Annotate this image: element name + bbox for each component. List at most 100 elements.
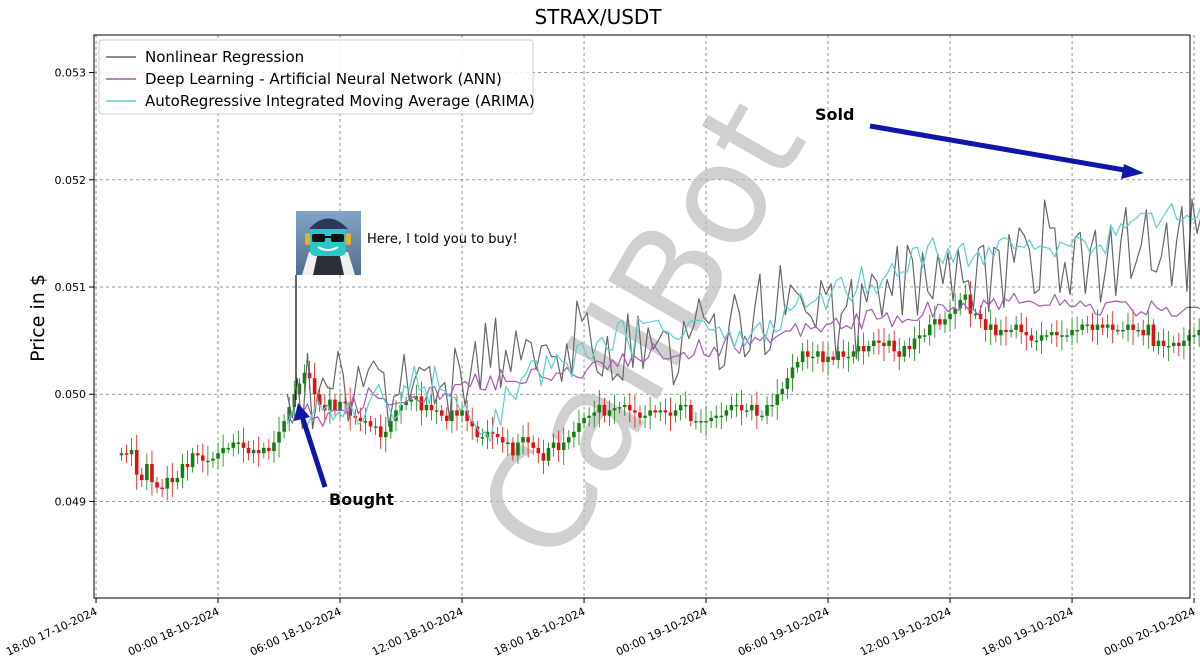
candle-down <box>882 342 886 346</box>
candle-up <box>922 335 927 337</box>
candle-up <box>1044 335 1049 337</box>
candle-down <box>439 410 444 416</box>
candle-up <box>958 299 963 309</box>
candle-down <box>663 410 668 413</box>
candle-up <box>780 388 785 395</box>
candle-down <box>1090 324 1095 330</box>
candle-up <box>734 404 739 407</box>
annotation-sold: Sold <box>815 105 1144 179</box>
candle-down <box>531 442 535 448</box>
annotation-sold-label: Sold <box>815 105 854 124</box>
candle-up <box>775 394 779 405</box>
candle-up <box>399 404 403 411</box>
candle-down <box>1141 329 1146 336</box>
candle-down <box>1100 324 1105 328</box>
candle-up <box>704 421 708 423</box>
candle-up <box>709 417 713 422</box>
candle-up <box>561 442 566 451</box>
candle-up <box>811 356 815 359</box>
x-tick-label: 12:00 18-10-2024 <box>370 605 465 659</box>
candle-down <box>628 404 632 411</box>
candle-down <box>511 442 515 456</box>
candle-up <box>1034 340 1039 343</box>
candle-up <box>795 362 800 368</box>
candle-down <box>267 447 271 452</box>
x-tick-label: 06:00 19-10-2024 <box>736 605 831 659</box>
candle-up <box>744 410 749 412</box>
candle-up <box>211 458 215 461</box>
candle-down <box>821 351 825 363</box>
candle-up <box>190 453 195 468</box>
candle-down <box>1004 329 1008 333</box>
candle-up <box>1049 332 1054 336</box>
candle-down <box>429 404 434 411</box>
candle-up <box>1065 335 1069 337</box>
candle-up <box>272 442 276 452</box>
candle-down <box>831 356 835 360</box>
candle-up <box>699 421 703 423</box>
y-axis-label: Price in $ <box>27 274 49 362</box>
candle-up <box>384 431 388 438</box>
candle-up <box>282 421 286 432</box>
candle-up <box>119 453 124 456</box>
candle-down <box>500 437 505 443</box>
candle-up <box>902 345 907 357</box>
candle-up <box>999 329 1003 336</box>
candle-down <box>526 437 530 443</box>
candle-up <box>673 410 678 416</box>
candle-up <box>328 399 332 411</box>
candle-up <box>887 340 891 346</box>
candle-down <box>994 324 998 336</box>
candle-down <box>490 431 495 434</box>
candle-up <box>785 378 790 389</box>
candle-up <box>1105 324 1110 328</box>
candle-up <box>1121 329 1125 332</box>
candle-up <box>973 313 978 316</box>
candle-down <box>907 345 912 350</box>
x-tick-label: 06:00 18-10-2024 <box>248 605 343 659</box>
candle-up <box>216 453 220 459</box>
candle-up <box>434 410 439 412</box>
candle-up <box>1116 329 1120 332</box>
candle-up <box>912 338 917 350</box>
candle-up <box>546 447 551 461</box>
candle-down <box>877 340 881 343</box>
candle-down <box>195 453 200 456</box>
candle-up <box>866 345 871 352</box>
candle-down <box>689 404 693 422</box>
legend-label-nonlinear: Nonlinear Regression <box>145 48 304 66</box>
candle-up <box>231 442 236 448</box>
candle-up <box>521 437 525 443</box>
candle-down <box>134 450 139 475</box>
y-tick-label: 0.051 <box>55 281 87 294</box>
candle-down <box>150 463 154 483</box>
line-nonlinear-regression <box>286 198 1200 430</box>
candle-up <box>943 319 947 325</box>
candle-up <box>612 408 617 411</box>
candle-up <box>1171 342 1176 346</box>
candle-up <box>1075 329 1079 332</box>
legend-label-arima: AutoRegressive Integrated Moving Average… <box>145 92 535 110</box>
candle-up <box>729 404 734 411</box>
candle-up <box>236 442 241 445</box>
candle-up <box>1197 329 1200 336</box>
candle-down <box>241 442 246 448</box>
candle-up <box>221 447 225 454</box>
candle-up <box>516 442 520 456</box>
candle-up <box>988 324 993 330</box>
candle-up <box>1146 324 1151 336</box>
arrow-bought <box>299 415 328 488</box>
candle-up <box>409 399 413 402</box>
candle-up <box>760 415 764 418</box>
candle-up <box>622 404 627 408</box>
candle-up <box>373 426 378 428</box>
candle-up <box>1187 335 1191 341</box>
candle-up <box>1126 324 1130 330</box>
candle-up <box>856 345 861 352</box>
candle-up <box>643 415 647 418</box>
candle-up <box>1166 345 1171 348</box>
candle-up <box>206 460 210 463</box>
candle-down <box>475 426 480 438</box>
candle-down <box>968 294 973 314</box>
candle-up <box>1080 324 1085 330</box>
